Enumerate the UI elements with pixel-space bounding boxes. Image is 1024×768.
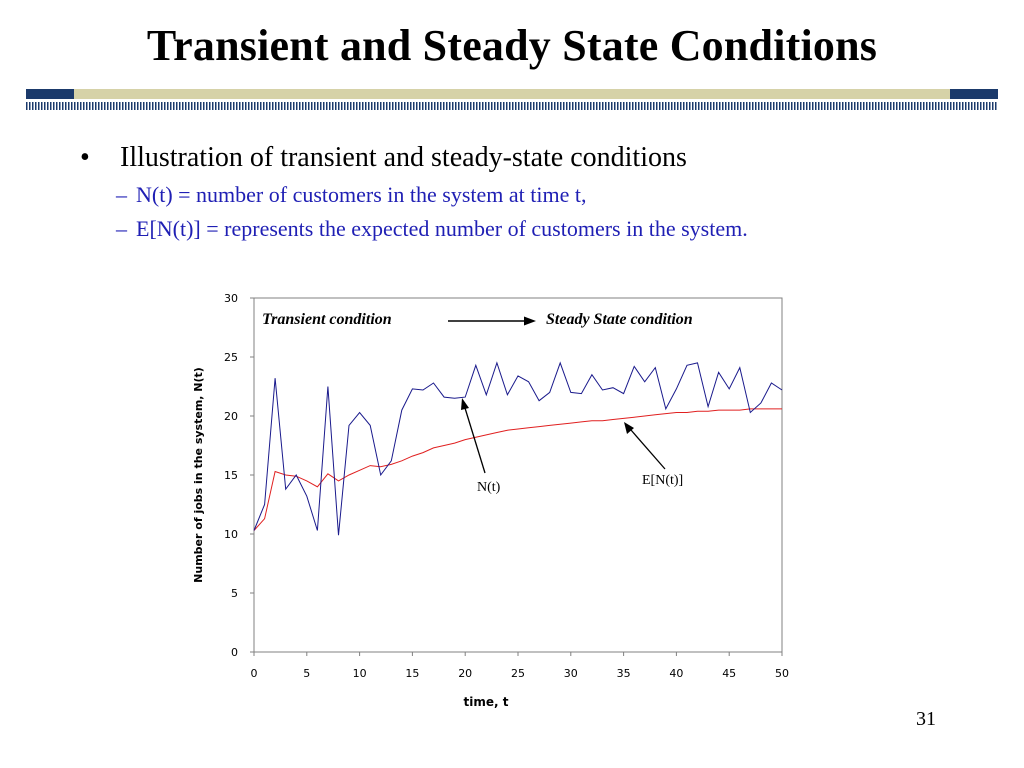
y-tick-label: 20 bbox=[224, 410, 238, 423]
nt-label: N(t) bbox=[477, 480, 501, 495]
ent-label: E[N(t)] bbox=[642, 473, 683, 488]
y-tick-label: 0 bbox=[231, 646, 238, 659]
bar-stripes bbox=[26, 102, 998, 110]
sub-bullet: – E[N(t)] = represents the expected numb… bbox=[80, 212, 980, 246]
bar-tan bbox=[74, 89, 950, 99]
x-tick-label: 40 bbox=[669, 667, 683, 680]
x-tick-label: 0 bbox=[251, 667, 258, 680]
x-tick-label: 30 bbox=[564, 667, 578, 680]
x-axis-ticks: 0 5 10 15 20 25 30 35 40 45 50 bbox=[251, 652, 789, 680]
bullet-dot-icon: • bbox=[80, 142, 90, 173]
y-tick-label: 30 bbox=[224, 292, 238, 305]
line-chart: 0 5 10 15 20 25 30 0 5 10 15 20 25 30 35 40 45 50 Transi… bbox=[192, 292, 789, 709]
sub-bullet-text: N(t) = number of customers in the system… bbox=[136, 182, 587, 207]
annotation-transient: Transient condition bbox=[262, 311, 392, 328]
bullet-main: • Illustration of transient and steady-s… bbox=[80, 140, 980, 176]
slide-title: Transient and Steady State Conditions bbox=[146, 21, 878, 70]
x-tick-label: 5 bbox=[303, 667, 310, 680]
annotation-steady: Steady State condition bbox=[546, 311, 693, 328]
y-axis-ticks: 0 5 10 15 20 25 30 bbox=[224, 292, 254, 659]
x-tick-label: 25 bbox=[511, 667, 525, 680]
series-line-ent bbox=[253, 408, 782, 531]
bullet-main-text: Illustration of transient and steady-sta… bbox=[120, 142, 687, 173]
x-tick-label: 20 bbox=[458, 667, 472, 680]
y-tick-label: 15 bbox=[224, 469, 238, 482]
ent-pointer-head bbox=[624, 422, 634, 434]
x-tick-label: 35 bbox=[617, 667, 631, 680]
sub-bullet: – N(t) = number of customers in the syst… bbox=[80, 178, 980, 212]
x-tick-label: 50 bbox=[775, 667, 789, 680]
series-line-nt bbox=[253, 361, 783, 536]
y-axis-label: Number of jobs in the system, N(t) bbox=[192, 367, 205, 583]
title-decorative-bar bbox=[26, 89, 998, 110]
x-tick-label: 10 bbox=[353, 667, 367, 680]
x-axis-label: time, t bbox=[464, 695, 509, 709]
dash-icon: – bbox=[116, 216, 127, 241]
bar-navy-left bbox=[26, 89, 74, 99]
bullet-list: • Illustration of transient and steady-s… bbox=[80, 140, 980, 246]
ent-pointer-line bbox=[630, 429, 666, 470]
y-tick-label: 5 bbox=[231, 587, 238, 600]
page-number: 31 bbox=[916, 708, 936, 730]
x-tick-label: 45 bbox=[722, 667, 736, 680]
y-tick-label: 25 bbox=[224, 351, 238, 364]
y-tick-label: 10 bbox=[224, 528, 238, 541]
annotation-arrow-head bbox=[524, 316, 536, 326]
nt-pointer-line bbox=[464, 407, 486, 474]
x-tick-label: 15 bbox=[405, 667, 419, 680]
plot-area bbox=[253, 297, 783, 653]
dash-icon: – bbox=[116, 182, 127, 207]
sub-bullet-text: E[N(t)] = represents the expected number… bbox=[136, 216, 748, 241]
nt-pointer-head bbox=[461, 398, 469, 410]
bar-navy-right bbox=[950, 89, 998, 99]
